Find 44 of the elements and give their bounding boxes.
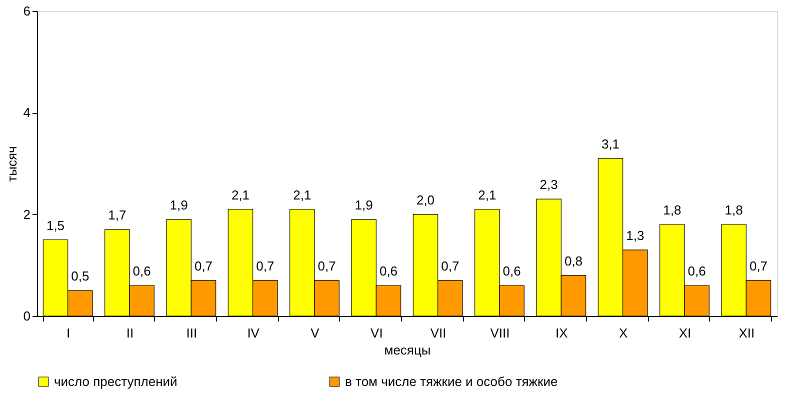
data-label: 0,6 xyxy=(688,264,706,278)
data-label: 0,7 xyxy=(441,258,460,274)
legend-label: в том числе тяжкие и особо тяжкие xyxy=(345,374,558,389)
data-label: 2,3 xyxy=(540,177,558,192)
data-label: 2,1 xyxy=(478,187,496,202)
data-label: 1,9 xyxy=(170,197,188,212)
data-label: 0,7 xyxy=(194,258,213,274)
y-tick-label: 6 xyxy=(23,4,30,18)
x-tick-label: V xyxy=(310,326,320,340)
x-axis-title: месяцы xyxy=(384,342,431,358)
y-tick-label: 2 xyxy=(23,206,30,222)
x-tick-label: X xyxy=(618,326,628,340)
y-axis-title: тысяч xyxy=(4,146,20,182)
data-label: 1,3 xyxy=(626,228,644,243)
data-label: 0,6 xyxy=(502,264,521,278)
data-label: 2,1 xyxy=(231,187,250,202)
x-tick-label: XII xyxy=(738,326,755,340)
x-tick-label: VI xyxy=(370,326,383,340)
data-label: 0,7 xyxy=(318,258,336,274)
data-label: 0,8 xyxy=(564,253,583,268)
data-label: 1,8 xyxy=(663,202,682,218)
data-label: 2,1 xyxy=(293,187,312,202)
x-tick-label: XI xyxy=(678,326,692,340)
data-label: 2,0 xyxy=(416,192,435,208)
data-label: 1,7 xyxy=(108,208,126,223)
data-label: 1,5 xyxy=(46,218,65,233)
y-tick-label: 4 xyxy=(23,105,30,120)
y-tick-label: 0 xyxy=(23,308,30,324)
x-tick-label: IV xyxy=(247,326,260,340)
x-tick-label: II xyxy=(126,326,134,340)
x-tick-label: III xyxy=(186,326,198,340)
data-label: 1,9 xyxy=(354,197,373,212)
data-label: 0,7 xyxy=(256,258,274,274)
x-tick-label: I xyxy=(66,326,70,340)
data-label: 0,5 xyxy=(71,268,90,284)
data-label: 0,6 xyxy=(132,264,151,278)
x-tick-label: VII xyxy=(430,326,446,340)
x-tick-label: IX xyxy=(556,326,568,340)
data-label: 1,8 xyxy=(724,202,743,218)
x-tick-label: VIII xyxy=(490,326,510,340)
legend-label: число преступлений xyxy=(54,374,178,389)
data-label: 3,1 xyxy=(601,136,620,152)
data-label: 0,7 xyxy=(749,258,768,274)
data-label: 0,6 xyxy=(379,264,398,278)
